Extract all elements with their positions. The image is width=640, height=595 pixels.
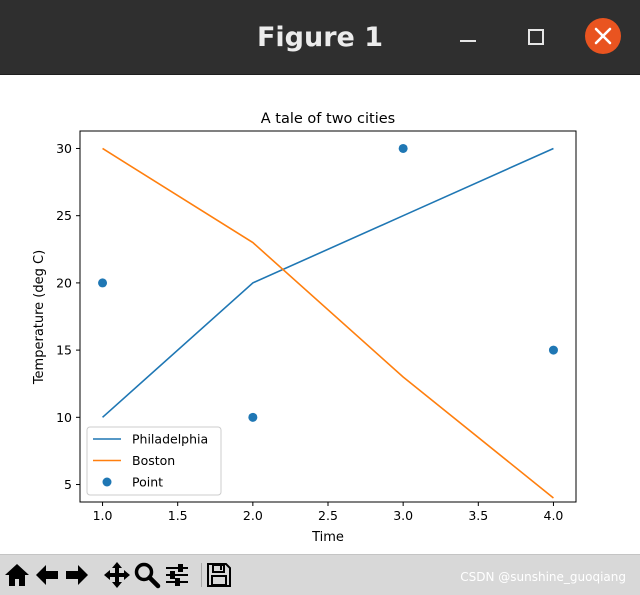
minimize-button[interactable] xyxy=(450,20,486,56)
series-line-philadelphia xyxy=(102,147,554,418)
x-tick-label: 4.0 xyxy=(544,508,564,523)
scatter-point xyxy=(248,412,258,422)
x-tick-label: 1.5 xyxy=(168,508,188,523)
floppy-disk-icon xyxy=(207,563,231,587)
y-tick-label: 10 xyxy=(56,410,72,425)
maximize-icon xyxy=(528,29,544,45)
legend-swatch xyxy=(102,477,112,487)
maximize-button[interactable] xyxy=(518,20,554,56)
toolbar: CSDN @sunshine_guoqiang xyxy=(0,554,640,595)
series-layer xyxy=(98,143,558,499)
arrow-left-icon xyxy=(36,565,58,585)
forward-button[interactable] xyxy=(63,561,91,589)
legend: Philadelphia Boston Point xyxy=(86,426,222,496)
y-tick-label: 25 xyxy=(56,208,72,223)
scatter-point xyxy=(548,345,558,355)
toolbar-separator xyxy=(201,563,202,587)
home-icon xyxy=(5,564,29,586)
chart-title: A tale of two cities xyxy=(261,111,395,127)
legend-frame xyxy=(86,426,222,496)
zoom-button[interactable] xyxy=(133,561,161,589)
sliders-icon xyxy=(166,564,188,586)
watermark: CSDN @sunshine_guoqiang xyxy=(460,570,626,584)
save-button[interactable] xyxy=(205,561,233,589)
x-tick-label: 1.0 xyxy=(93,508,113,523)
scatter-point xyxy=(98,278,108,288)
y-tick-label: 5 xyxy=(64,477,72,492)
y-axis-label: Temperature (deg C) xyxy=(32,250,47,385)
y-tick-label: 30 xyxy=(56,141,72,156)
axis-ticks: 1.0 1.5 2.0 2.5 3.0 3.5 4.0 5 10 15 20 25 30 xyxy=(56,141,563,523)
chart: A tale of two cities Time Temperature (d… xyxy=(32,111,577,545)
series-line-boston xyxy=(102,147,554,499)
magnifier-icon xyxy=(134,562,161,589)
scatter-point xyxy=(398,143,408,153)
legend-label: Boston xyxy=(132,453,175,468)
arrow-right-icon xyxy=(66,565,88,585)
minimize-icon xyxy=(460,40,476,42)
back-button[interactable] xyxy=(33,561,61,589)
x-tick-label: 2.5 xyxy=(318,508,338,523)
move-icon xyxy=(104,562,130,588)
x-tick-label: 3.5 xyxy=(468,508,488,523)
x-tick-label: 3.0 xyxy=(393,508,413,523)
close-button[interactable] xyxy=(585,18,621,54)
x-tick-label: 2.0 xyxy=(243,508,263,523)
legend-label: Point xyxy=(132,475,163,490)
close-icon xyxy=(594,27,612,45)
home-button[interactable] xyxy=(3,561,31,589)
window-titlebar: Figure 1 xyxy=(0,0,640,75)
y-tick-label: 20 xyxy=(56,275,72,290)
pan-button[interactable] xyxy=(103,561,131,589)
legend-label: Philadelphia xyxy=(132,432,208,447)
configure-button[interactable] xyxy=(163,561,191,589)
y-tick-label: 15 xyxy=(56,343,72,358)
window-title: Figure 1 xyxy=(256,22,384,53)
x-axis-label: Time xyxy=(311,530,344,545)
